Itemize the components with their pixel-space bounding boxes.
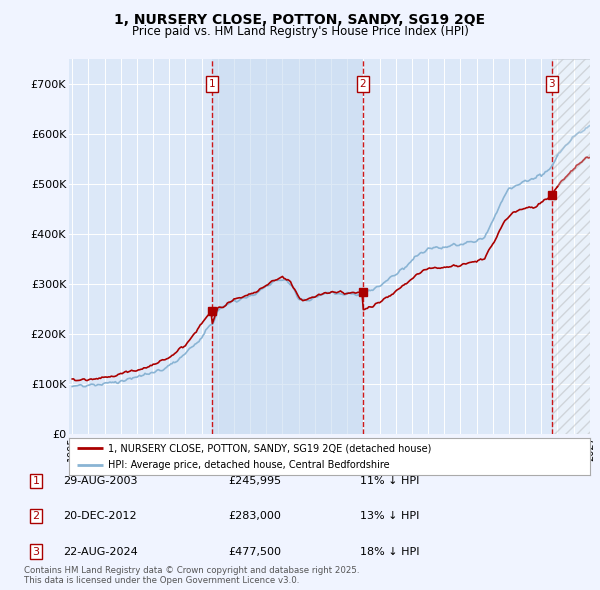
Text: 29-AUG-2003: 29-AUG-2003	[63, 476, 137, 486]
Bar	[212, 59, 363, 434]
Text: £283,000: £283,000	[228, 512, 281, 521]
Text: Contains HM Land Registry data © Crown copyright and database right 2025.
This d: Contains HM Land Registry data © Crown c…	[24, 566, 359, 585]
Text: 18% ↓ HPI: 18% ↓ HPI	[360, 547, 419, 556]
Text: 22-AUG-2024: 22-AUG-2024	[63, 547, 138, 556]
Text: 1: 1	[209, 79, 215, 89]
Text: 2: 2	[32, 512, 40, 521]
Text: 1, NURSERY CLOSE, POTTON, SANDY, SG19 2QE: 1, NURSERY CLOSE, POTTON, SANDY, SG19 2Q…	[115, 13, 485, 27]
Text: 1, NURSERY CLOSE, POTTON, SANDY, SG19 2QE (detached house): 1, NURSERY CLOSE, POTTON, SANDY, SG19 2Q…	[108, 443, 431, 453]
Text: £245,995: £245,995	[228, 476, 281, 486]
Text: 1: 1	[32, 476, 40, 486]
Text: 3: 3	[548, 79, 555, 89]
Text: 3: 3	[32, 547, 40, 556]
Text: 2: 2	[359, 79, 366, 89]
Text: Price paid vs. HM Land Registry's House Price Index (HPI): Price paid vs. HM Land Registry's House …	[131, 25, 469, 38]
Text: 11% ↓ HPI: 11% ↓ HPI	[360, 476, 419, 486]
Bar	[551, 59, 590, 434]
Text: 13% ↓ HPI: 13% ↓ HPI	[360, 512, 419, 521]
Text: £477,500: £477,500	[228, 547, 281, 556]
Text: HPI: Average price, detached house, Central Bedfordshire: HPI: Average price, detached house, Cent…	[108, 460, 389, 470]
Text: 20-DEC-2012: 20-DEC-2012	[63, 512, 137, 521]
